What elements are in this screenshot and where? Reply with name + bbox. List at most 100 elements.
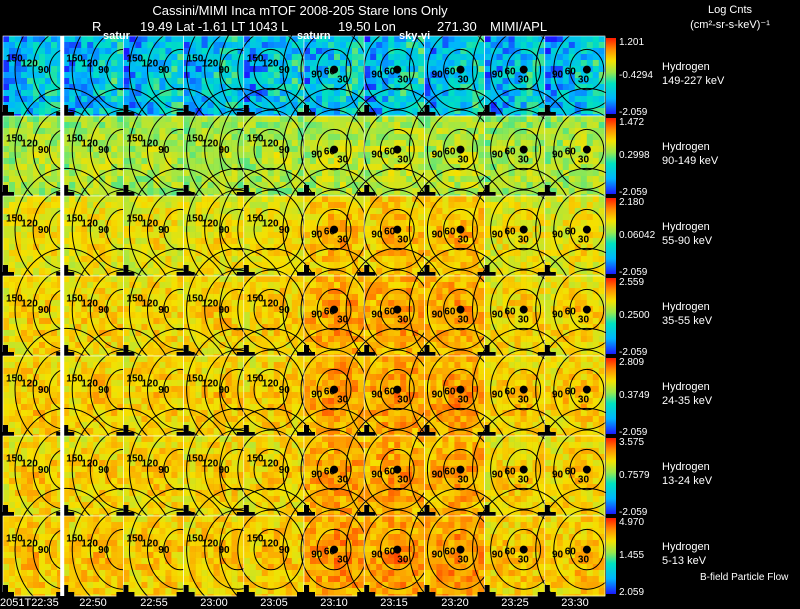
contour-value-label: 90 bbox=[311, 150, 323, 161]
x-tick-label: 23:25 bbox=[501, 597, 529, 609]
pitch-angle-contour bbox=[253, 528, 289, 571]
bfield-direction-marker bbox=[330, 305, 339, 314]
contour-value-label: 90 bbox=[371, 230, 383, 241]
pitch-angle-contour bbox=[379, 528, 415, 571]
colorbar-tick-label: -2.059 bbox=[619, 187, 648, 198]
pitch-angle-contour bbox=[506, 288, 542, 331]
contour-value-label: 60 bbox=[324, 546, 336, 557]
contour-value-label: 90 bbox=[38, 225, 50, 236]
energy-range-label: 35-55 keV bbox=[662, 315, 713, 327]
contour-value-label: 150 bbox=[247, 374, 264, 385]
bfield-direction-marker bbox=[582, 145, 591, 154]
contour-value-label: 90 bbox=[38, 465, 50, 476]
contour-value-label: 150 bbox=[126, 534, 143, 545]
contour-value-label: 90 bbox=[158, 65, 170, 76]
contour-value-label: 30 bbox=[397, 314, 409, 325]
contour-value-label: 150 bbox=[66, 214, 83, 225]
corner-cross-marker bbox=[63, 185, 69, 203]
corner-cross-marker bbox=[243, 505, 249, 523]
chart-title: Cassini/MIMI Inca mTOF 2008-205 Stare Io… bbox=[152, 3, 448, 18]
corner-cross-marker bbox=[544, 185, 550, 203]
energy-band-label: Hydrogen 149-227 keV bbox=[662, 60, 724, 88]
contour-value-label: 150 bbox=[187, 134, 204, 145]
contour-value-label: 30 bbox=[518, 474, 530, 485]
contour-value-label: 90 bbox=[279, 225, 291, 236]
ephem-r: R bbox=[92, 19, 102, 34]
contour-value-label: 120 bbox=[81, 378, 98, 389]
contour-value-label: 90 bbox=[432, 310, 444, 321]
pitch-angle-contour bbox=[253, 48, 289, 91]
pitch-angle-contour bbox=[553, 269, 621, 350]
contour-value-label: 90 bbox=[552, 310, 564, 321]
contour-value-label: 90 bbox=[311, 550, 323, 561]
contour-value-label: 60 bbox=[324, 226, 336, 237]
contour-value-label: 90 bbox=[219, 545, 231, 556]
bfield-direction-marker bbox=[456, 385, 465, 394]
contour-value-label: 30 bbox=[458, 314, 470, 325]
contour-value-label: 60 bbox=[505, 466, 517, 477]
contour-value-label: 90 bbox=[552, 150, 564, 161]
corner-cross-marker bbox=[544, 425, 550, 443]
contour-value-label: 30 bbox=[578, 394, 590, 405]
contour-value-label: 90 bbox=[219, 305, 231, 316]
contour-value-label: 150 bbox=[247, 294, 264, 305]
bfield-direction-marker bbox=[330, 385, 339, 394]
contour-value-label: 120 bbox=[81, 58, 98, 69]
colorbar-tick-label: -2.059 bbox=[619, 507, 648, 518]
corner-cross-marker bbox=[123, 105, 129, 123]
colorbar-tick-label: 0.06042 bbox=[619, 230, 656, 241]
contour-value-label: 60 bbox=[565, 226, 577, 237]
contour-value-label: 150 bbox=[6, 54, 23, 65]
corner-cross-marker bbox=[484, 425, 490, 443]
bfield-direction-marker bbox=[456, 225, 465, 234]
pitch-angle-contour bbox=[443, 288, 478, 331]
contour-value-label: 150 bbox=[6, 294, 23, 305]
corner-cross-marker bbox=[424, 265, 430, 283]
contour-value-label: 30 bbox=[337, 74, 349, 85]
pitch-angle-contour bbox=[506, 48, 542, 91]
contour-value-label: 30 bbox=[518, 314, 530, 325]
pitch-angle-contour bbox=[535, 487, 639, 609]
contour-value-label: 150 bbox=[66, 54, 83, 65]
corner-cross-marker bbox=[484, 105, 490, 123]
bfield-direction-marker bbox=[519, 65, 528, 74]
pitch-angle-contour bbox=[379, 208, 415, 251]
colorbar bbox=[606, 38, 616, 114]
species-label: Hydrogen bbox=[662, 381, 710, 393]
contour-value-label: 120 bbox=[21, 218, 38, 229]
contour-value-label: 30 bbox=[337, 394, 349, 405]
contour-value-label: 90 bbox=[432, 150, 444, 161]
corner-cross-marker bbox=[3, 585, 8, 603]
x-tick-label: 23:15 bbox=[380, 597, 408, 609]
colorbar-tick-label: 4.970 bbox=[619, 517, 645, 528]
contour-value-label: 150 bbox=[187, 294, 204, 305]
bfield-direction-marker bbox=[393, 385, 402, 394]
contour-value-label: 30 bbox=[458, 554, 470, 565]
contour-value-label: 60 bbox=[444, 306, 456, 317]
corner-cross-marker bbox=[3, 345, 8, 363]
contour-value-label: 90 bbox=[98, 465, 110, 476]
corner-cross-marker bbox=[3, 505, 8, 523]
colorbar-tick-label: 3.575 bbox=[619, 437, 645, 448]
contour-value-label: 60 bbox=[384, 226, 396, 237]
contour-value-label: 150 bbox=[66, 374, 83, 385]
contour-value-label: 90 bbox=[432, 470, 444, 481]
contour-value-label: 150 bbox=[187, 454, 204, 465]
pitch-angle-contour bbox=[506, 208, 542, 251]
contour-value-label: 120 bbox=[21, 458, 38, 469]
pitch-angle-contour bbox=[379, 48, 415, 91]
contour-value-label: 90 bbox=[432, 230, 444, 241]
pitch-angle-contour bbox=[553, 509, 621, 590]
contour-value-label: 90 bbox=[98, 385, 110, 396]
corner-cross-marker bbox=[424, 185, 430, 203]
